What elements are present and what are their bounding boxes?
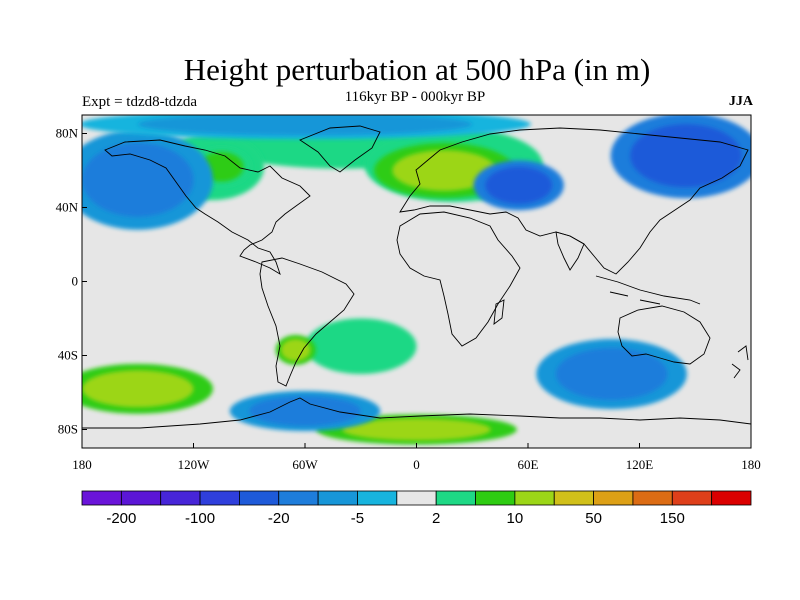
south-america-coast	[259, 257, 355, 387]
lon-label-3: 0	[413, 457, 420, 472]
coastlines	[82, 125, 751, 429]
colorbar-box-7	[357, 490, 398, 506]
plot-title: Height perturbation at 500 hPa (in m)	[183, 52, 651, 87]
lat-label-40n: 40N	[56, 200, 79, 215]
experiment-label: Expt = tdzd8-tdzda	[82, 94, 198, 110]
greenland-coast	[299, 125, 381, 173]
colorbar-label--20: -20	[268, 510, 290, 527]
longitude-axis: 180 120W 60W 0 60E 120E 180	[72, 443, 761, 472]
indonesia-coast	[595, 275, 701, 305]
lat-label-40s: 40S	[58, 348, 78, 363]
antarctica-coast	[82, 397, 751, 429]
colorbar-box-11	[514, 490, 555, 506]
colorbar-box-12	[553, 490, 594, 506]
field-arctic-blue	[137, 115, 473, 136]
colorbar-box-9	[435, 490, 476, 506]
field-europe-yellow	[392, 150, 497, 191]
colorbar-box-5	[278, 490, 319, 506]
colorbar: -200 -100 -20 -5 2 10 50 150	[81, 490, 752, 527]
field-s-indian-blue	[555, 348, 668, 400]
colorbar-box-4	[239, 490, 280, 506]
lat-label-0: 0	[72, 274, 79, 289]
colorbar-label--100: -100	[185, 510, 215, 527]
india-coast	[555, 231, 585, 271]
madagascar-coast	[493, 299, 505, 325]
lon-label-2: 60W	[292, 457, 318, 472]
field-central-asia-blue	[485, 166, 553, 204]
field-ross-sea-blue	[249, 396, 361, 426]
field-siberia-blue	[630, 124, 742, 188]
colorbar-box-1	[120, 490, 162, 506]
latitude-axis: 80N 40N 0 40S 80S	[56, 126, 87, 437]
colorbar-box-16	[711, 490, 752, 506]
colorbar-box-15	[671, 490, 713, 506]
lat-label-80n: 80N	[56, 126, 79, 141]
colorbar-label-2: 2	[432, 510, 440, 527]
new-zealand-coast	[731, 345, 749, 379]
africa-coast	[396, 211, 521, 347]
colorbar-box-0	[81, 490, 122, 506]
season-label: JJA	[728, 94, 753, 109]
field-s-pacific-yellow	[82, 370, 194, 408]
map-panel	[81, 114, 752, 449]
north-america-coast	[104, 139, 311, 276]
colorbar-box-2	[160, 490, 201, 506]
colorbar-box-13	[593, 490, 634, 506]
colorbar-box-10	[475, 490, 516, 506]
colorbar-label--5: -5	[351, 510, 364, 527]
field-antarctic-yellow	[342, 418, 491, 441]
eurasia-coast	[399, 127, 749, 275]
colorbar-box-6	[317, 490, 358, 506]
contour-fields	[82, 115, 751, 445]
colorbar-box-8	[396, 490, 437, 506]
lon-label-4: 60E	[518, 457, 539, 472]
lon-label-6: 180	[741, 457, 761, 472]
field-s-america-yellow	[280, 338, 311, 362]
colorbar-label-10: 10	[507, 510, 524, 527]
plot-subtitle: 116kyr BP - 000kyr BP	[344, 89, 486, 105]
colorbar-label-50: 50	[585, 510, 602, 527]
australia-coast	[617, 305, 711, 365]
lon-label-5: 120E	[626, 457, 654, 472]
field-s-atlantic-green	[305, 318, 417, 374]
colorbar-label--200: -200	[106, 510, 136, 527]
colorbar-box-3	[199, 490, 240, 506]
field-pacific-blue	[82, 142, 194, 217]
lon-label-0: 180	[72, 457, 92, 472]
colorbar-label-150: 150	[660, 510, 685, 527]
colorbar-box-14	[632, 490, 673, 506]
lon-label-1: 120W	[178, 457, 211, 472]
lat-label-80s: 80S	[58, 422, 78, 437]
